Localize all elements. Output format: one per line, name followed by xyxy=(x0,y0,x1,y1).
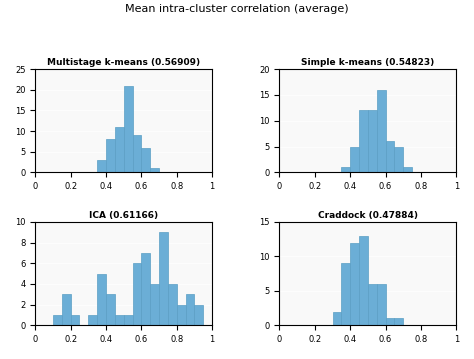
Bar xyxy=(359,111,368,172)
Bar xyxy=(341,167,350,172)
Bar xyxy=(97,160,106,172)
Bar xyxy=(53,315,62,325)
Bar xyxy=(141,148,150,172)
Bar xyxy=(377,90,385,172)
Bar xyxy=(106,139,115,172)
Bar xyxy=(106,294,115,325)
Bar xyxy=(159,232,168,325)
Title: Simple k-means (0.54823): Simple k-means (0.54823) xyxy=(301,58,435,67)
Bar xyxy=(403,167,412,172)
Bar xyxy=(133,263,141,325)
Text: Mean intra-cluster correlation (average): Mean intra-cluster correlation (average) xyxy=(125,4,349,14)
Bar xyxy=(141,253,150,325)
Bar xyxy=(177,305,186,325)
Bar xyxy=(377,284,385,325)
Bar xyxy=(341,263,350,325)
Bar xyxy=(350,243,359,325)
Bar xyxy=(124,86,133,172)
Bar xyxy=(385,141,394,172)
Title: Craddock (0.47884): Craddock (0.47884) xyxy=(318,211,418,220)
Bar xyxy=(350,146,359,172)
Bar xyxy=(71,315,80,325)
Title: ICA (0.61166): ICA (0.61166) xyxy=(89,211,158,220)
Bar xyxy=(88,315,97,325)
Bar xyxy=(150,284,159,325)
Bar xyxy=(359,236,368,325)
Bar xyxy=(368,284,377,325)
Bar xyxy=(97,274,106,325)
Bar xyxy=(115,315,124,325)
Bar xyxy=(168,284,177,325)
Bar xyxy=(150,168,159,172)
Bar xyxy=(124,315,133,325)
Bar xyxy=(394,318,403,325)
Title: Multistage k-means (0.56909): Multistage k-means (0.56909) xyxy=(47,58,200,67)
Bar xyxy=(394,146,403,172)
Bar xyxy=(194,305,203,325)
Bar xyxy=(62,294,71,325)
Bar xyxy=(186,294,194,325)
Bar xyxy=(385,318,394,325)
Bar xyxy=(332,312,341,325)
Bar xyxy=(368,111,377,172)
Bar xyxy=(115,127,124,172)
Bar xyxy=(133,135,141,172)
